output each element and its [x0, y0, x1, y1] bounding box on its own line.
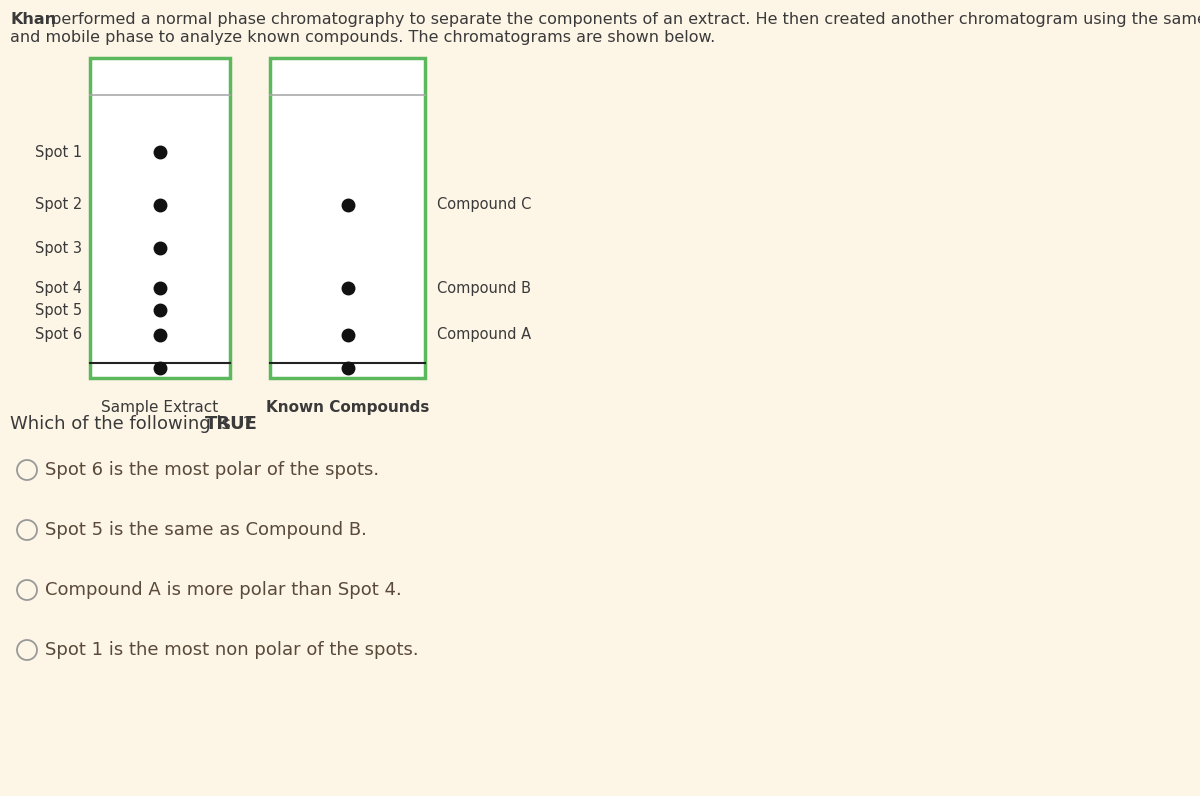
Text: Compound A is more polar than Spot 4.: Compound A is more polar than Spot 4.	[46, 581, 402, 599]
Bar	[270, 58, 425, 378]
Text: Spot 2: Spot 2	[35, 197, 82, 213]
Text: Which of the following is: Which of the following is	[10, 415, 236, 433]
Text: Spot 1: Spot 1	[35, 145, 82, 159]
Bar	[90, 58, 230, 378]
Text: Spot 6: Spot 6	[35, 327, 82, 342]
Text: Spot 3: Spot 3	[35, 240, 82, 256]
Text: Spot 1 is the most non polar of the spots.: Spot 1 is the most non polar of the spot…	[46, 641, 419, 659]
Text: TRUE: TRUE	[205, 415, 258, 433]
Text: ?: ?	[242, 415, 252, 433]
Text: Compound B: Compound B	[437, 280, 530, 295]
Text: Khan: Khan	[10, 12, 56, 27]
Text: Compound A: Compound A	[437, 327, 532, 342]
Text: Spot 5: Spot 5	[35, 302, 82, 318]
Text: performed a normal phase chromatography to separate the components of an extract: performed a normal phase chromatography …	[46, 12, 1200, 27]
Text: Spot 5 is the same as Compound B.: Spot 5 is the same as Compound B.	[46, 521, 367, 539]
Text: Sample Extract: Sample Extract	[101, 400, 218, 415]
Text: Known Compounds: Known Compounds	[266, 400, 430, 415]
Text: and mobile phase to analyze known compounds. The chromatograms are shown below.: and mobile phase to analyze known compou…	[10, 30, 715, 45]
Text: Spot 6 is the most polar of the spots.: Spot 6 is the most polar of the spots.	[46, 461, 379, 479]
Text: Compound C: Compound C	[437, 197, 532, 213]
Text: Spot 4: Spot 4	[35, 280, 82, 295]
